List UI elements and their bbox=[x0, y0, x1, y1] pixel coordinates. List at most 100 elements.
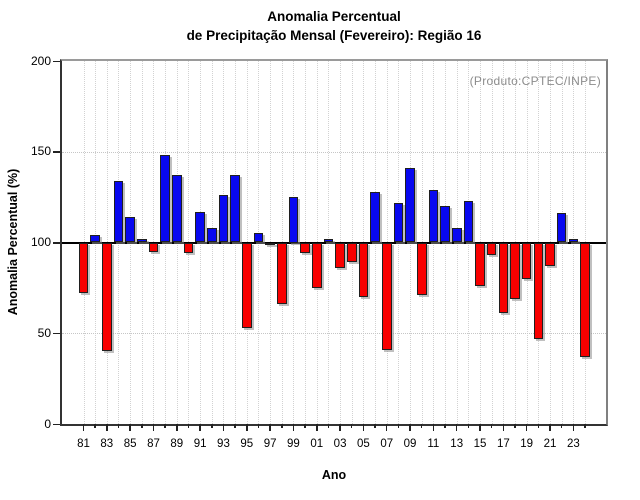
bar-12 bbox=[440, 206, 450, 243]
x-tick-minor bbox=[490, 424, 493, 428]
x-tick-minor bbox=[94, 424, 96, 428]
x-tick-major bbox=[269, 424, 271, 431]
x-tick-major bbox=[176, 424, 178, 431]
x-tick-label: 07 bbox=[380, 438, 394, 450]
bar-94 bbox=[230, 175, 240, 243]
bar-97 bbox=[265, 242, 275, 245]
y-tick bbox=[53, 60, 60, 62]
chart-title: Anomalia Percentual de Precipitação Mens… bbox=[60, 7, 608, 45]
bar-10 bbox=[416, 242, 427, 296]
x-tick-major bbox=[246, 424, 248, 431]
bar-07 bbox=[381, 242, 392, 350]
x-tick-label: 13 bbox=[450, 438, 464, 450]
bar-81 bbox=[78, 242, 89, 294]
bar-95 bbox=[241, 242, 252, 328]
x-tick-label: 85 bbox=[123, 438, 137, 450]
plot-area: (Produto:CPTEC/INPE) 0 50 100 150 200 81 83 85 8… bbox=[31, 54, 608, 450]
x-tick-label: 19 bbox=[520, 438, 534, 450]
y-tick bbox=[53, 151, 60, 153]
bar-89 bbox=[172, 175, 182, 243]
x-tick-label: 15 bbox=[473, 438, 487, 450]
x-tick-minor bbox=[374, 424, 376, 428]
y-tick-label: 200 bbox=[30, 53, 51, 68]
y-tick-label: 50 bbox=[37, 325, 51, 340]
x-tick-major bbox=[572, 424, 575, 431]
bar-00 bbox=[300, 242, 310, 254]
x-tick-major bbox=[432, 424, 435, 431]
horizontal-gridline bbox=[62, 333, 606, 335]
bar-01 bbox=[311, 242, 322, 288]
x-tick-label: 95 bbox=[240, 438, 254, 450]
x-tick-label: 89 bbox=[170, 438, 184, 450]
bar-82 bbox=[90, 235, 100, 243]
x-tick-minor bbox=[467, 424, 470, 428]
x-tick-major bbox=[385, 424, 388, 431]
x-tick-major bbox=[152, 424, 155, 431]
x-tick-label: 83 bbox=[100, 438, 114, 450]
bar-17 bbox=[498, 242, 509, 314]
y-tick bbox=[53, 242, 60, 244]
x-tick-minor bbox=[117, 424, 120, 428]
x-tick-minor bbox=[257, 424, 260, 428]
x-tick-major bbox=[82, 424, 85, 431]
x-tick-label: 03 bbox=[333, 438, 347, 450]
x-axis-label: Ano bbox=[321, 468, 347, 482]
baseline-100 bbox=[62, 242, 606, 244]
bar-14 bbox=[463, 200, 474, 243]
x-tick-minor bbox=[211, 424, 213, 428]
bar-16 bbox=[486, 242, 497, 256]
x-tick-minor bbox=[560, 424, 563, 428]
x-tick-minor bbox=[537, 424, 540, 428]
bar-21 bbox=[545, 242, 555, 267]
y-tick-label: 0 bbox=[44, 416, 51, 431]
bar-99 bbox=[288, 197, 299, 243]
x-tick-label: 99 bbox=[287, 438, 300, 450]
x-tick-major bbox=[339, 424, 341, 431]
x-tick-major bbox=[549, 424, 551, 431]
bar-91 bbox=[195, 211, 205, 243]
x-tick-major bbox=[525, 424, 528, 431]
x-tick-minor bbox=[327, 424, 330, 428]
x-tick-label: 81 bbox=[77, 438, 90, 450]
bar-18 bbox=[510, 242, 520, 299]
bar-83 bbox=[102, 242, 112, 352]
x-tick-major bbox=[479, 424, 481, 431]
y-tick bbox=[53, 332, 60, 335]
x-tick-minor bbox=[350, 424, 353, 428]
bar-84 bbox=[113, 180, 124, 243]
bar-02 bbox=[323, 238, 334, 243]
bar-20 bbox=[533, 242, 544, 339]
bar-11 bbox=[428, 189, 439, 243]
x-tick-label: 91 bbox=[193, 438, 207, 450]
x-tick-label: 05 bbox=[357, 438, 370, 450]
y-tick-label: 150 bbox=[30, 144, 51, 159]
bar-96 bbox=[253, 233, 264, 243]
y-tick-label: 100 bbox=[30, 235, 51, 249]
x-tick-minor bbox=[164, 424, 166, 428]
x-tick-major bbox=[362, 424, 365, 431]
x-tick-minor bbox=[187, 424, 190, 428]
x-tick-label: 01 bbox=[310, 438, 324, 450]
x-tick-minor bbox=[304, 424, 306, 428]
bar-03 bbox=[335, 242, 345, 268]
x-tick-major bbox=[502, 424, 505, 431]
x-tick-label: 23 bbox=[566, 438, 580, 450]
horizontal-gridline bbox=[62, 151, 606, 153]
produto-annotation: (Produto:CPTEC/INPE) bbox=[469, 74, 601, 88]
bar-13 bbox=[451, 227, 462, 243]
bar-92 bbox=[206, 227, 217, 243]
bar-88 bbox=[160, 155, 170, 243]
bar-87 bbox=[148, 242, 159, 252]
x-tick-label: 09 bbox=[403, 438, 417, 450]
bar-85 bbox=[125, 217, 135, 243]
x-tick-minor bbox=[281, 424, 283, 428]
x-tick-minor bbox=[397, 424, 400, 428]
x-tick-major bbox=[455, 424, 458, 431]
bar-98 bbox=[276, 242, 287, 305]
bar-24 bbox=[580, 242, 590, 357]
x-tick-minor bbox=[234, 424, 236, 428]
x-tick-major bbox=[199, 424, 201, 431]
x-tick-minor bbox=[141, 424, 143, 428]
x-tick-major bbox=[316, 424, 318, 431]
